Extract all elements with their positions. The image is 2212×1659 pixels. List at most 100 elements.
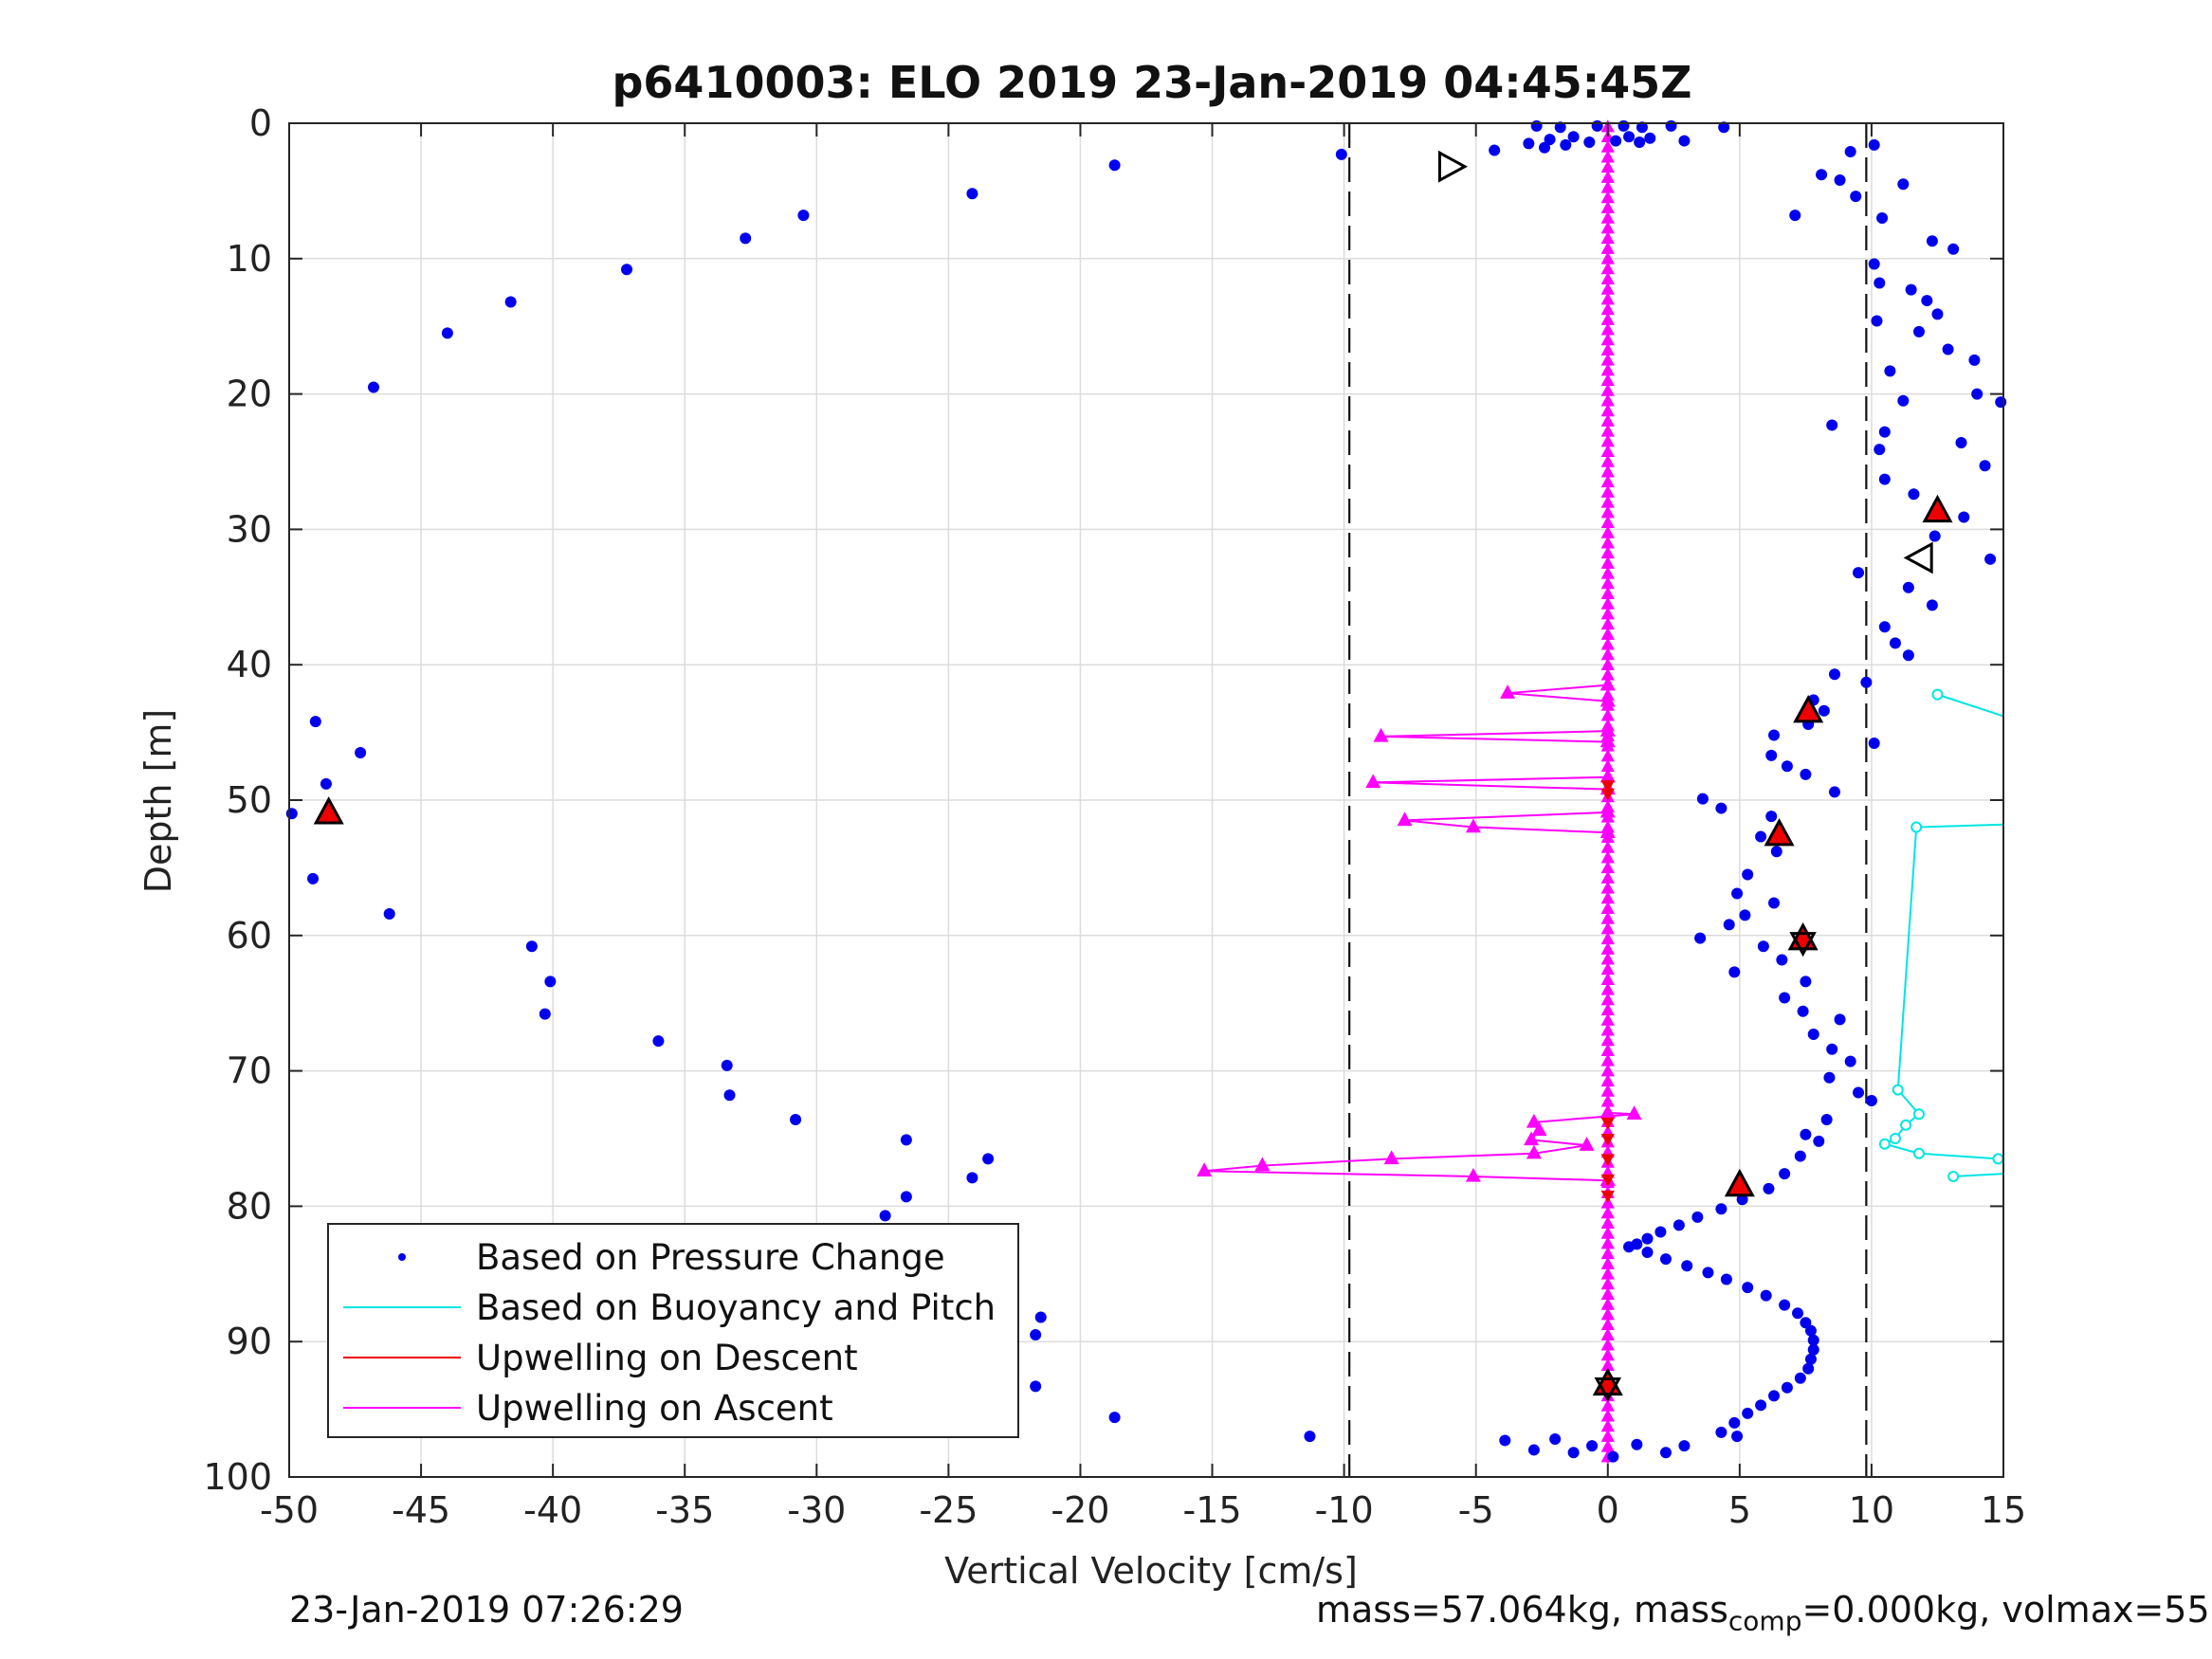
pressure-point — [1554, 121, 1566, 134]
pressure-point — [1768, 1390, 1781, 1402]
pressure-point — [1634, 136, 1646, 148]
pressure-point — [1728, 1416, 1741, 1429]
x-tick-label: -20 — [1051, 1489, 1109, 1531]
y-tick-label: 70 — [227, 1050, 272, 1092]
x-tick-label: 0 — [1597, 1489, 1619, 1531]
y-tick-label: 30 — [227, 508, 272, 550]
pressure-point — [1779, 1299, 1791, 1311]
pressure-point — [1865, 1095, 1877, 1107]
pressure-point — [1765, 749, 1778, 761]
pressure-point — [1834, 173, 1846, 186]
pressure-point — [1958, 511, 1970, 523]
ascent-marker — [1465, 1167, 1481, 1182]
pressure-point — [1779, 1168, 1791, 1180]
x-tick-label: 15 — [1981, 1489, 2026, 1531]
footer-mass-suffix: =0.000kg, volmax=55500cc — [1801, 1589, 2212, 1631]
buoyancy-marker — [1947, 1170, 1960, 1182]
pressure-point — [1030, 1380, 1042, 1393]
ascent-marker — [1365, 774, 1381, 789]
ascent-marker — [1500, 684, 1516, 699]
ascent-marker — [1524, 1131, 1540, 1146]
pressure-point — [1929, 530, 1941, 542]
pressure-point — [879, 1210, 891, 1222]
pressure-point — [368, 381, 380, 393]
pressure-point — [1897, 394, 1910, 407]
x-tick-label: -15 — [1182, 1489, 1241, 1531]
ascent-marker — [1526, 1113, 1542, 1128]
pressure-point — [1878, 621, 1891, 633]
pressure-point — [1560, 138, 1572, 151]
open-marker-left — [1903, 541, 1933, 574]
event-marker — [1764, 817, 1795, 847]
descent-marker — [1600, 780, 1615, 793]
event-marker — [1789, 932, 1817, 957]
x-tick-label: 5 — [1728, 1489, 1751, 1531]
event-marker — [1594, 1376, 1621, 1403]
pressure-point — [1618, 119, 1630, 132]
event-marker — [1922, 494, 1953, 523]
y-tick-label: 10 — [227, 238, 272, 280]
legend-label: Based on Pressure Change — [476, 1237, 945, 1278]
pressure-point — [1889, 637, 1901, 649]
pressure-point — [1768, 729, 1781, 741]
descent-marker — [1600, 1133, 1615, 1147]
pressure-point — [1802, 1362, 1815, 1375]
pressure-point — [1804, 1324, 1817, 1337]
pressure-point — [1742, 1282, 1754, 1294]
pressure-point — [1591, 119, 1603, 132]
pressure-point — [1715, 1203, 1728, 1215]
pressure-point — [1807, 1334, 1819, 1346]
pressure-point — [441, 327, 453, 339]
pressure-point — [1623, 131, 1636, 143]
footer-timestamp: 23-Jan-2019 07:26:29 — [289, 1589, 684, 1631]
pressure-point — [1776, 954, 1788, 966]
pressure-point — [1947, 243, 1960, 255]
pressure-point — [1902, 581, 1914, 593]
pressure-point — [1874, 277, 1886, 289]
pressure-point — [383, 907, 395, 920]
pressure-point — [1926, 235, 1938, 247]
pressure-point — [721, 1059, 733, 1071]
pressure-point — [1800, 1128, 1812, 1140]
pressure-point — [544, 975, 557, 988]
pressure-point — [1823, 1071, 1836, 1084]
pressure-point — [1942, 343, 1954, 356]
buoyancy-line — [1937, 693, 2004, 718]
pressure-point — [1813, 1135, 1825, 1147]
x-axis-label: Vertical Velocity [cm/s] — [944, 1550, 1358, 1592]
pressure-point — [1844, 1055, 1856, 1067]
pressure-point — [1800, 975, 1812, 988]
ascent-marker — [1600, 733, 1616, 748]
pressure-point — [1108, 159, 1121, 172]
pressure-point — [1499, 1434, 1511, 1447]
ascent-marker — [1600, 692, 1616, 707]
pressure-point — [1794, 1372, 1806, 1384]
ascent-marker — [1531, 1121, 1547, 1137]
pressure-point — [1659, 1447, 1672, 1459]
pressure-point — [1931, 308, 1944, 320]
pressure-point — [1736, 1194, 1748, 1206]
pressure-point — [1678, 135, 1691, 147]
legend-label: Based on Buoyancy and Pitch — [476, 1287, 996, 1328]
y-tick-label: 100 — [203, 1456, 272, 1498]
pressure-point — [966, 188, 978, 200]
x-tick-label: -10 — [1315, 1489, 1374, 1531]
pressure-point — [1779, 992, 1791, 1004]
buoyancy-line — [1953, 1173, 2004, 1177]
pressure-point — [1826, 1043, 1838, 1055]
x-tick-label: -30 — [787, 1489, 846, 1531]
ascent-marker — [1197, 1162, 1213, 1176]
descent-marker — [1600, 1174, 1615, 1187]
x-tick-label: -50 — [260, 1489, 319, 1531]
pressure-point — [1742, 868, 1754, 881]
pressure-point — [1789, 210, 1801, 222]
pressure-point — [309, 716, 321, 728]
pressure-point — [723, 1089, 736, 1102]
pressure-point — [1979, 460, 1991, 472]
buoyancy-marker — [1889, 1133, 1901, 1144]
buoyancy-marker — [1892, 1084, 1904, 1096]
pressure-point — [1828, 668, 1840, 681]
pressure-point — [1807, 1029, 1819, 1041]
pressure-point — [1984, 553, 1997, 565]
pressure-point — [1567, 131, 1580, 143]
